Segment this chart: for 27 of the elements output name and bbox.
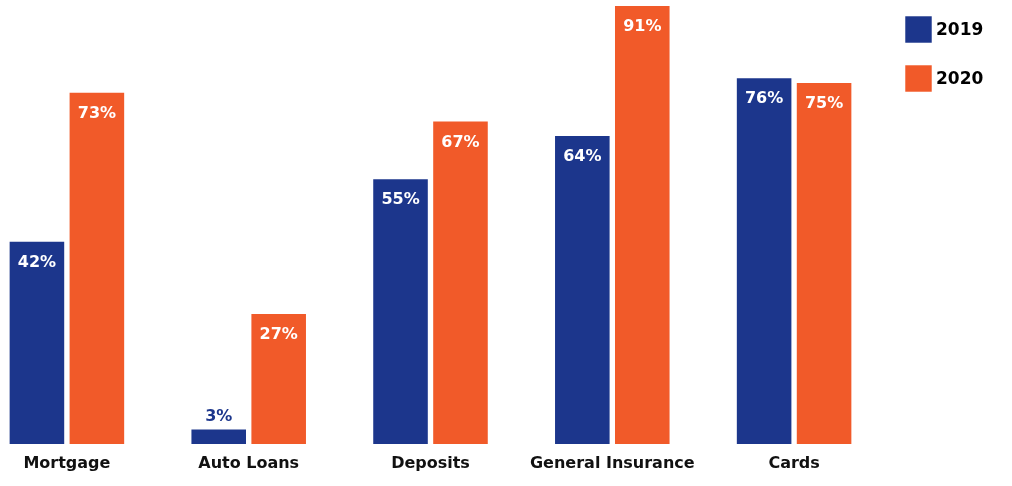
x-tick-label: Auto Loans bbox=[198, 452, 300, 472]
data-label: 75% bbox=[804, 93, 844, 113]
data-label: 64% bbox=[563, 145, 602, 165]
data-label: 67% bbox=[441, 131, 480, 151]
bar bbox=[373, 179, 428, 444]
bar bbox=[796, 83, 852, 444]
data-label: 73% bbox=[77, 102, 117, 122]
legend-label: 2020 bbox=[936, 67, 984, 88]
data-label: 55% bbox=[381, 189, 420, 209]
data-label: 42% bbox=[17, 251, 57, 271]
data-label: 27% bbox=[259, 324, 298, 344]
x-tick-label: Cards bbox=[768, 452, 820, 472]
bar bbox=[251, 314, 306, 444]
data-label: 91% bbox=[623, 16, 662, 35]
bar bbox=[433, 121, 488, 444]
bar bbox=[615, 6, 670, 444]
bar bbox=[736, 78, 792, 444]
bar bbox=[555, 135, 610, 444]
data-label: 76% bbox=[744, 88, 784, 108]
bar bbox=[191, 429, 246, 444]
data-label: 3% bbox=[205, 405, 233, 425]
x-tick-label: Deposits bbox=[391, 452, 470, 472]
x-tick-label: General Insurance bbox=[529, 452, 695, 472]
bar bbox=[69, 92, 125, 444]
bar bbox=[9, 241, 65, 444]
x-tick-label: Mortgage bbox=[23, 452, 111, 472]
legend-label: 2019 bbox=[936, 18, 984, 39]
